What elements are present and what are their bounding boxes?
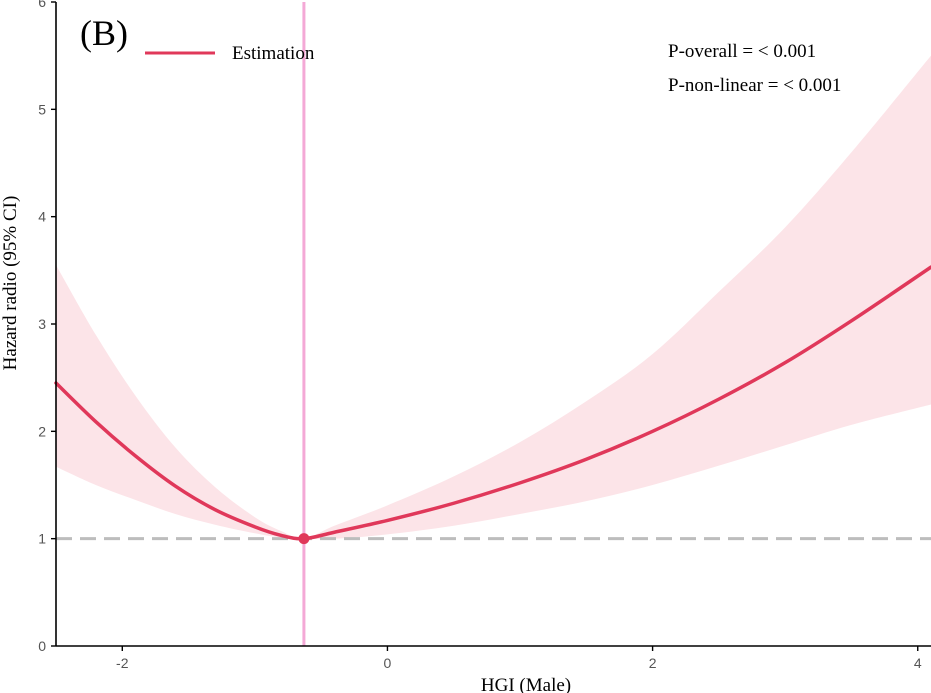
y-tick-label: 5 [38,101,46,117]
x-axis-title: HGI (Male) [481,675,571,693]
y-axis-ticks: 0 1 2 3 4 5 6 [38,0,56,654]
p-nonlinear-annotation: P-non-linear = < 0.001 [668,75,841,96]
y-axis-title: Hazard radio (95% CI) [0,196,21,371]
x-axis-ticks: -2 0 2 4 [116,646,922,671]
y-tick-label: 3 [38,316,46,332]
x-tick-label: -2 [116,655,129,671]
plot-area [54,2,931,647]
ci-band [56,55,931,540]
x-tick-label: 4 [914,655,922,671]
legend-label-estimation: Estimation [232,43,315,64]
series-line-estimation [54,265,931,541]
p-overall-annotation: P-overall = < 0.001 [668,41,816,62]
y-tick-label: 6 [38,0,46,10]
y-tick-label: 4 [38,209,46,225]
knot-point [298,533,310,545]
y-tick-label: 0 [38,638,46,654]
y-tick-label: 1 [38,531,46,547]
x-tick-label: 2 [649,655,657,671]
legend: Estimation [145,43,315,64]
x-tick-label: 0 [384,655,392,671]
y-tick-label: 2 [38,423,46,439]
panel-label: (B) [80,13,128,53]
